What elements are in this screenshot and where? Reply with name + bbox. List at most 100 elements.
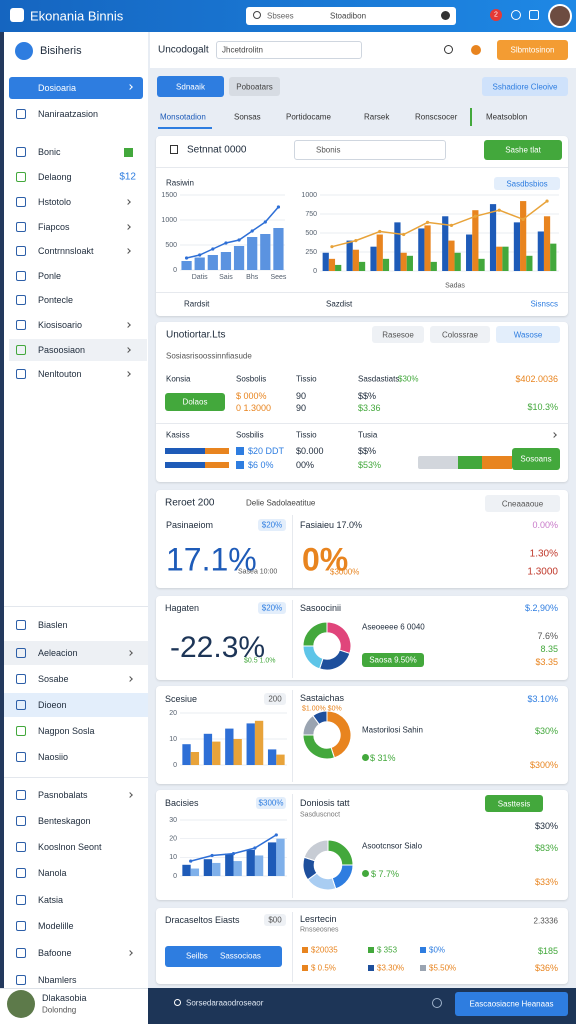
card-subtitle: Sosiasrisoossinnfiasude (166, 351, 252, 361)
nav-label[interactable]: Aeleacion (38, 648, 78, 658)
user-role: Dolondng (42, 1005, 77, 1015)
legend-title: Aseoeeee 6 0040 (362, 622, 425, 632)
tab-label[interactable]: Rarsek (364, 112, 390, 122)
nav-label[interactable]: Katsia (38, 895, 64, 905)
dropdown[interactable] (485, 495, 560, 512)
column-header: Sosbilis (236, 430, 264, 440)
kpi-badge-label: $20% (261, 520, 283, 530)
y-tick-label: 30 (169, 817, 177, 824)
nav-label[interactable]: Kooslnon Seont (38, 842, 102, 852)
filter-button[interactable] (496, 326, 560, 343)
bar (273, 228, 284, 270)
row-button[interactable] (165, 393, 225, 411)
legend-value: $ 353 (377, 945, 398, 955)
line-point (189, 859, 193, 863)
toolbar-button[interactable] (497, 40, 568, 60)
dropdown[interactable] (216, 41, 362, 59)
nav-label[interactable]: Pasoosiaon (38, 345, 86, 355)
chart: 0 250 500 750 1000 (301, 192, 559, 275)
line-point (497, 208, 501, 212)
action-button-label: Seilbs (186, 951, 208, 961)
tab-label[interactable]: Portidocame (286, 112, 331, 122)
filter-button[interactable] (430, 326, 490, 343)
legend-swatch (236, 447, 244, 455)
filter-button-label: Colossrae (441, 330, 479, 339)
tab-separator (470, 108, 472, 126)
filter-button[interactable] (372, 326, 424, 343)
y-tick-label: 500 (165, 242, 177, 249)
nav-label[interactable]: Dioeon (38, 700, 67, 710)
tab-label[interactable]: Sonsas (234, 112, 261, 122)
tab-label[interactable]: Ronscsocer (415, 112, 458, 122)
card-button[interactable] (484, 140, 562, 160)
search-box[interactable] (294, 140, 446, 160)
nav-label[interactable]: Benteskagon (38, 816, 91, 826)
help-icon[interactable] (511, 10, 521, 20)
bar (472, 210, 479, 271)
nav-label[interactable]: Fiapcos (38, 222, 70, 232)
nav-label[interactable]: Naniraatzasion (38, 109, 99, 119)
action-button-label: Sassocioas (220, 951, 261, 961)
chart: 0 10 20 30 (169, 817, 287, 880)
nav-label[interactable]: Nbamlers (38, 975, 77, 985)
card (156, 136, 568, 316)
tab-button[interactable] (482, 77, 568, 96)
row-button-label: Sosoans (520, 454, 552, 464)
nav-label[interactable]: Naosiio (38, 752, 69, 762)
row-button[interactable] (512, 448, 560, 470)
donut-slice (327, 839, 354, 866)
kpi-badge (256, 797, 286, 809)
cell-value: $20 DDT (248, 446, 285, 456)
chart-badge (494, 177, 560, 190)
nav-label[interactable]: Pontecle (38, 295, 74, 305)
icon (16, 147, 26, 157)
nav-label[interactable]: Kiosisoario (38, 320, 83, 330)
tab-label[interactable]: Monsotadion (160, 112, 206, 122)
search-box[interactable] (246, 7, 456, 25)
nav-label[interactable]: Ponle (38, 271, 62, 281)
nav-label[interactable]: Modelille (38, 921, 74, 931)
tab-button[interactable] (157, 76, 224, 97)
bar (267, 749, 277, 765)
settings-icon[interactable] (432, 998, 442, 1008)
legend-button[interactable] (362, 653, 424, 667)
nav-label[interactable]: Biaslen (38, 620, 68, 630)
nav-label[interactable]: Bafoone (38, 948, 72, 958)
tab-label[interactable]: Meatsoblon (486, 112, 528, 122)
nav-label[interactable]: Nenltouton (38, 369, 82, 379)
action-button[interactable] (165, 946, 282, 967)
toolbar-icon[interactable] (471, 45, 481, 55)
kpi-badge (264, 693, 286, 705)
donut-slice (302, 645, 324, 670)
chart (302, 710, 352, 760)
toolbar-icon[interactable] (444, 45, 453, 54)
nav-label[interactable]: Bonic (38, 147, 61, 157)
nav-label[interactable]: Hstotolo (38, 197, 72, 207)
kpi-note: $3000% (330, 567, 360, 577)
footer-link[interactable]: Sisnscs (530, 299, 558, 309)
tab-button[interactable] (229, 77, 280, 96)
nav-label[interactable]: Contrnnsloakt (38, 246, 94, 256)
icon (16, 295, 26, 305)
nav-label[interactable]: Delaong (38, 172, 72, 182)
cell-value: $6 0% (248, 460, 274, 470)
search-action[interactable] (441, 11, 450, 20)
notification[interactable] (490, 9, 502, 21)
icon (16, 320, 26, 330)
legend-button-label: Saosa 9.50% (369, 655, 417, 665)
card-button[interactable] (485, 795, 543, 812)
brand-icon (15, 42, 33, 60)
kpi-value: -22.3% (170, 631, 266, 664)
nav-active[interactable] (9, 77, 143, 99)
icon (16, 948, 26, 958)
legend-value: $ 0.5% (311, 963, 336, 973)
footer-button[interactable] (455, 992, 568, 1016)
nav-label[interactable]: Nanola (38, 868, 67, 878)
nav-label[interactable]: Nagpon Sosla (38, 726, 95, 736)
nav-label[interactable]: Sosabe (38, 674, 69, 684)
icon (16, 700, 26, 710)
settings-icon[interactable] (529, 10, 539, 20)
line-point (184, 256, 189, 260)
nav-label[interactable]: Pasnobalats (38, 790, 88, 800)
avatar[interactable] (548, 4, 572, 28)
